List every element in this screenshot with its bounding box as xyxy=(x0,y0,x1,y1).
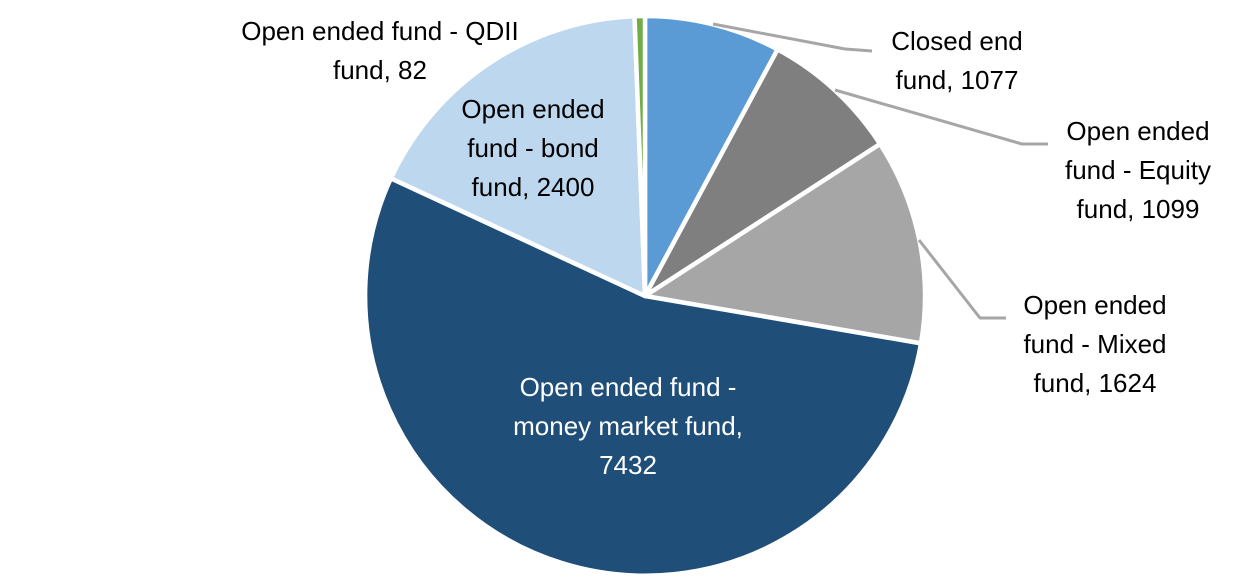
data-label-mixed-fund: Open ended fund - Mixed fund, 1624 xyxy=(1023,290,1167,398)
leader-line-closed-end-fund xyxy=(712,22,873,53)
pie-slice-bond-fund[interactable] xyxy=(388,13,648,299)
pie-slice-qdii-fund[interactable] xyxy=(632,13,648,299)
data-label-qdii-fund: Open ended fund - QDII fund, 82 xyxy=(241,16,519,85)
data-label-closed-end-fund: Closed end fund, 1077 xyxy=(891,26,1023,95)
data-label-bond-fund: Open ended fund - bond fund, 2400 xyxy=(461,94,605,202)
pie-slice-equity-fund[interactable] xyxy=(642,47,883,299)
pie-slices xyxy=(362,13,928,578)
data-label-equity-fund: Open ended fund - Equity fund, 1099 xyxy=(1065,116,1211,224)
leader-line-equity-fund xyxy=(834,88,1048,146)
pie-slice-money-market-fund[interactable] xyxy=(362,176,924,578)
data-label-money-market-fund: Open ended fund - money market fund, 743… xyxy=(513,372,743,480)
leader-line-mixed-fund xyxy=(917,239,1006,320)
